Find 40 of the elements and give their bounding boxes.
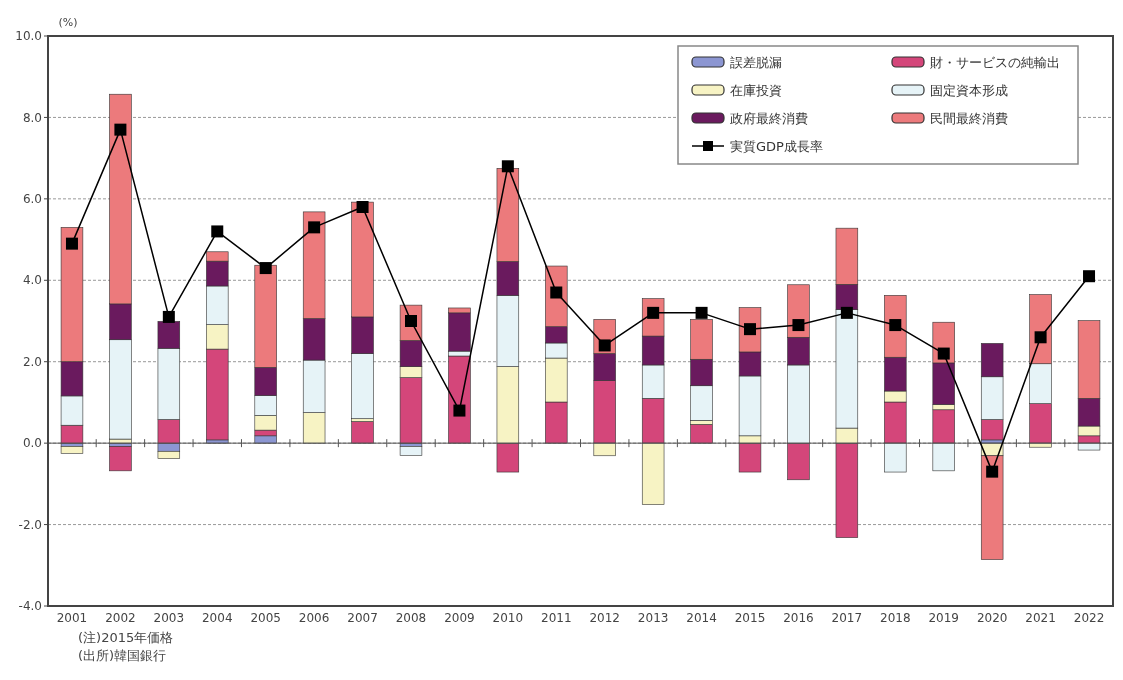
- x-tick-label: 2001: [56, 611, 88, 625]
- x-tick-label: 2006: [298, 611, 330, 625]
- y-tick-label: 2.0: [22, 354, 42, 369]
- x-tick-label: 2020: [976, 611, 1008, 625]
- legend-label: 在庫投資: [730, 82, 782, 98]
- legend-label: 実質GDP成長率: [730, 138, 823, 154]
- text: (出所)韓国銀行: [78, 648, 167, 663]
- y-tick-label: 4.0: [22, 273, 42, 288]
- x-tick-label: 2021: [1025, 611, 1056, 625]
- x-tick-label: 2009: [444, 611, 475, 625]
- x-tick-label: 2005: [250, 611, 281, 625]
- x-tick-label: 2017: [831, 611, 863, 625]
- x-tick-label: 2014: [686, 611, 717, 625]
- x-tick-label: 2012: [589, 611, 620, 625]
- x-tick-label: 2004: [201, 611, 233, 625]
- x-tick-label: 2016: [783, 611, 814, 625]
- y-tick-label: 10.0: [15, 29, 42, 44]
- x-tick-label: 2010: [492, 611, 524, 625]
- y-axis-title: (%): [58, 16, 78, 29]
- legend-label: 財・サービスの純輸出: [930, 54, 1060, 70]
- x-tick-label: 2022: [1073, 611, 1105, 625]
- legend-label: 政府最終消費: [730, 110, 808, 126]
- x-tick-label: 2015: [734, 611, 766, 625]
- x-tick-label: 2008: [395, 611, 427, 625]
- y-tick-label: 6.0: [22, 192, 42, 207]
- x-tick-label: 2013: [637, 611, 669, 625]
- y-tick-label: -2.0: [18, 517, 42, 532]
- x-tick-label: 2011: [541, 611, 572, 625]
- legend-label: 誤差脱漏: [730, 54, 782, 70]
- text: (注)2015年価格: [78, 630, 174, 645]
- legend-label: 民間最終消費: [930, 110, 1008, 126]
- legend-label: 固定資本形成: [930, 82, 1008, 98]
- x-tick-label: 2018: [880, 611, 911, 625]
- y-tick-label: 8.0: [22, 110, 42, 125]
- x-tick-label: 2007: [347, 611, 378, 625]
- x-tick-label: 2019: [928, 611, 960, 625]
- y-tick-label: 0.0: [22, 436, 42, 451]
- y-tick-label: -4.0: [18, 599, 42, 614]
- x-tick-label: 2002: [105, 611, 136, 625]
- x-tick-label: 2003: [153, 611, 185, 625]
